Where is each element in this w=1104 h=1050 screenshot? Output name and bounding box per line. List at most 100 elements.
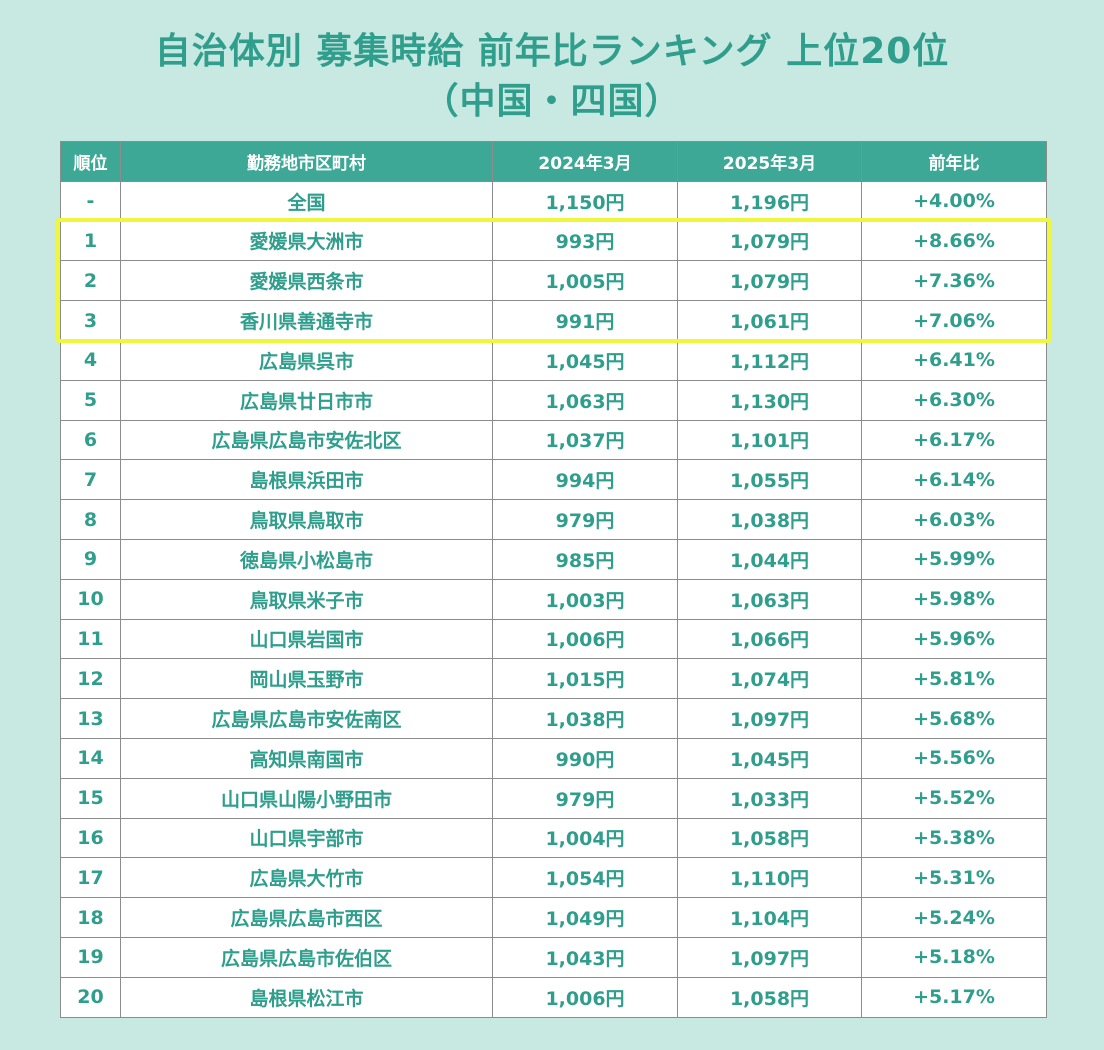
yoy-change-cell: +6.30% — [861, 379, 1047, 421]
yoy-change-cell: +6.14% — [861, 459, 1047, 501]
yoy-change-cell: +4.00% — [861, 180, 1047, 222]
rank-cell: 4 — [60, 339, 121, 381]
wage-2025-cell: 1,196円 — [677, 180, 862, 222]
table-row: 10 鳥取県米子市 1,003円 1,063円 +5.98% — [60, 578, 1047, 620]
table-row: 15 山口県山陽小野田市 979円 1,033円 +5.52% — [60, 777, 1047, 819]
city-cell: 山口県山陽小野田市 — [120, 777, 493, 819]
wage-2024-cell: 1,045円 — [492, 339, 678, 381]
wage-2024-cell: 1,015円 — [492, 658, 678, 700]
city-cell: 広島県広島市佐伯区 — [120, 936, 493, 978]
rank-cell: 16 — [60, 817, 121, 859]
table-row: 12 岡山県玉野市 1,015円 1,074円 +5.81% — [60, 658, 1047, 700]
table-row: 6 広島県広島市安佐北区 1,037円 1,101円 +6.17% — [60, 419, 1047, 461]
table-row: 16 山口県宇部市 1,004円 1,058円 +5.38% — [60, 817, 1047, 859]
ranking-table: 順位 勤務地市区町村 2024年3月 2025年3月 前年比 - 全国 1,150円… — [60, 141, 1047, 1018]
yoy-change-cell: +5.68% — [861, 698, 1047, 739]
column-header-rank: 順位 — [60, 141, 121, 182]
table-row: 4 広島県呉市 1,045円 1,112円 +6.41% — [60, 339, 1047, 381]
wage-2024-cell: 1,037円 — [492, 419, 678, 461]
table-header-row: 順位 勤務地市区町村 2024年3月 2025年3月 前年比 — [60, 141, 1047, 182]
wage-2024-cell: 1,150円 — [492, 180, 678, 222]
yoy-change-cell: +5.99% — [861, 538, 1047, 580]
wage-2025-cell: 1,130円 — [677, 379, 862, 421]
wage-2025-cell: 1,055円 — [677, 459, 862, 501]
city-cell: 島根県浜田市 — [120, 459, 493, 501]
rank-cell: 15 — [60, 777, 121, 819]
city-cell: 岡山県玉野市 — [120, 658, 493, 700]
table-row: 8 鳥取県鳥取市 979円 1,038円 +6.03% — [60, 499, 1047, 540]
wage-2025-cell: 1,058円 — [677, 817, 862, 859]
city-cell: 鳥取県鳥取市 — [120, 499, 493, 540]
wage-2024-cell: 1,003円 — [492, 578, 678, 620]
wage-2025-cell: 1,101円 — [677, 419, 862, 461]
rank-cell: 8 — [60, 499, 121, 540]
table-row: 13 広島県広島市安佐南区 1,038円 1,097円 +5.68% — [60, 698, 1047, 739]
wage-2025-cell: 1,063円 — [677, 578, 862, 620]
yoy-change-cell: +5.56% — [861, 737, 1047, 779]
yoy-change-cell: +7.36% — [861, 260, 1047, 302]
rank-cell: 3 — [60, 300, 121, 341]
wage-2024-cell: 1,004円 — [492, 817, 678, 859]
wage-2025-cell: 1,038円 — [677, 499, 862, 540]
yoy-change-cell: +5.98% — [861, 578, 1047, 620]
column-header-2025: 2025年3月 — [677, 141, 862, 182]
table-row: 7 島根県浜田市 994円 1,055円 +6.14% — [60, 459, 1047, 501]
city-cell: 広島県広島市安佐南区 — [120, 698, 493, 739]
table-row: 11 山口県岩国市 1,006円 1,066円 +5.96% — [60, 618, 1047, 660]
yoy-change-cell: +5.52% — [861, 777, 1047, 819]
table-row: 19 広島県広島市佐伯区 1,043円 1,097円 +5.18% — [60, 936, 1047, 978]
wage-2024-cell: 985円 — [492, 538, 678, 580]
city-cell: 広島県広島市安佐北区 — [120, 419, 493, 461]
city-cell: 全国 — [120, 180, 493, 222]
yoy-change-cell: +6.17% — [861, 419, 1047, 461]
table-row: 14 高知県南国市 990円 1,045円 +5.56% — [60, 737, 1047, 779]
city-cell: 愛媛県大洲市 — [120, 220, 493, 262]
column-header-2024: 2024年3月 — [492, 141, 678, 182]
column-header-city: 勤務地市区町村 — [120, 141, 493, 182]
table-row: 2 愛媛県西条市 1,005円 1,079円 +7.36% — [60, 260, 1047, 302]
wage-2024-cell: 993円 — [492, 220, 678, 262]
column-header-yoy: 前年比 — [861, 141, 1047, 182]
wage-2024-cell: 1,006円 — [492, 976, 678, 1018]
yoy-change-cell: +5.81% — [861, 658, 1047, 700]
yoy-change-cell: +7.06% — [861, 300, 1047, 341]
city-cell: 山口県宇部市 — [120, 817, 493, 859]
city-cell: 徳島県小松島市 — [120, 538, 493, 580]
wage-2025-cell: 1,079円 — [677, 220, 862, 262]
wage-2024-cell: 1,005円 — [492, 260, 678, 302]
wage-2024-cell: 1,049円 — [492, 897, 678, 938]
page-title: 自治体別 募集時給 前年比ランキング 上位20位 — [154, 31, 950, 72]
wage-2025-cell: 1,079円 — [677, 260, 862, 302]
wage-2024-cell: 1,043円 — [492, 936, 678, 978]
city-cell: 山口県岩国市 — [120, 618, 493, 660]
city-cell: 広島県呉市 — [120, 339, 493, 381]
wage-2024-cell: 990円 — [492, 737, 678, 779]
rank-cell: 5 — [60, 379, 121, 421]
rank-cell: 14 — [60, 737, 121, 779]
rank-cell: 1 — [60, 220, 121, 262]
city-cell: 愛媛県西条市 — [120, 260, 493, 302]
yoy-change-cell: +5.38% — [861, 817, 1047, 859]
rank-cell: 9 — [60, 538, 121, 580]
table-row: 1 愛媛県大洲市 993円 1,079円 +8.66% — [60, 220, 1047, 262]
yoy-change-cell: +5.24% — [861, 897, 1047, 938]
yoy-change-cell: +5.96% — [861, 618, 1047, 660]
wage-2025-cell: 1,112円 — [677, 339, 862, 381]
wage-2024-cell: 979円 — [492, 777, 678, 819]
rank-cell: 2 — [60, 260, 121, 302]
rank-cell: 18 — [60, 897, 121, 938]
rank-cell: 7 — [60, 459, 121, 501]
wage-2025-cell: 1,061円 — [677, 300, 862, 341]
city-cell: 広島県大竹市 — [120, 857, 493, 899]
table-row: 3 香川県善通寺市 991円 1,061円 +7.06% — [60, 300, 1047, 341]
wage-2025-cell: 1,033円 — [677, 777, 862, 819]
table-row: 5 広島県廿日市市 1,063円 1,130円 +6.30% — [60, 379, 1047, 421]
rank-cell: 11 — [60, 618, 121, 660]
rank-cell: 13 — [60, 698, 121, 739]
wage-2025-cell: 1,074円 — [677, 658, 862, 700]
wage-2025-cell: 1,097円 — [677, 936, 862, 978]
yoy-change-cell: +5.18% — [861, 936, 1047, 978]
rank-cell: 12 — [60, 658, 121, 700]
city-cell: 広島県広島市西区 — [120, 897, 493, 938]
city-cell: 香川県善通寺市 — [120, 300, 493, 341]
